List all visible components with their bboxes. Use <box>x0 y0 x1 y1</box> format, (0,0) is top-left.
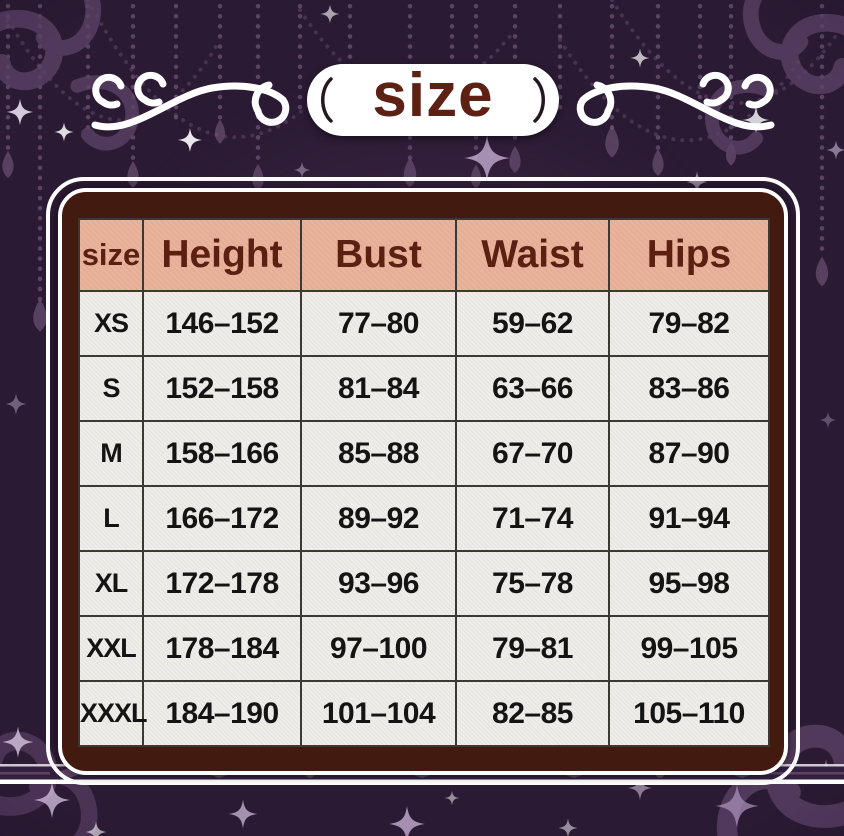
measurement-cell: 152–158 <box>142 355 302 422</box>
measurement-cell: 101–104 <box>300 680 457 747</box>
column-header: Hips <box>608 218 770 292</box>
measurement-cell: 83–86 <box>608 355 770 422</box>
measurement-cell: 79–82 <box>608 290 770 357</box>
column-header: Height <box>142 218 302 292</box>
size-table: size Height Bust Waist Hips XS 146–152 77–80 59… <box>78 218 770 747</box>
measurement-cell: 91–94 <box>608 485 770 552</box>
measurement-cell: 172–178 <box>142 550 302 617</box>
right-bracket-icon <box>533 77 545 123</box>
size-label-cell: XL <box>78 550 144 617</box>
size-label-cell: XXL <box>78 615 144 682</box>
measurement-cell: 82–85 <box>455 680 610 747</box>
table-body: XS 146–152 77–80 59–62 79–82 S 152–158 81–84 63–… <box>78 290 770 747</box>
measurement-cell: 93–96 <box>300 550 457 617</box>
size-label-cell: XS <box>78 290 144 357</box>
column-header: size <box>78 218 144 292</box>
size-label-cell: S <box>78 355 144 422</box>
measurement-cell: 79–81 <box>455 615 610 682</box>
size-badge-label: size <box>372 61 494 130</box>
table-row: M 158–166 85–88 67–70 87–90 <box>78 420 770 487</box>
table-row: XL 172–178 93–96 75–78 95–98 <box>78 550 770 617</box>
measurement-cell: 146–152 <box>142 290 302 357</box>
measurement-cell: 105–110 <box>608 680 770 747</box>
table-outer-outline <box>46 177 800 785</box>
measurement-cell: 166–172 <box>142 485 302 552</box>
measurement-cell: 97–100 <box>300 615 457 682</box>
table-row: XXL 178–184 97–100 79–81 99–105 <box>78 615 770 682</box>
table-row: XS 146–152 77–80 59–62 79–82 <box>78 290 770 357</box>
size-badge: size <box>307 64 559 136</box>
measurement-cell: 59–62 <box>455 290 610 357</box>
measurement-cell: 87–90 <box>608 420 770 487</box>
measurement-cell: 77–80 <box>300 290 457 357</box>
measurement-cell: 178–184 <box>142 615 302 682</box>
measurement-cell: 184–190 <box>142 680 302 747</box>
measurement-cell: 67–70 <box>455 420 610 487</box>
table-row: L 166–172 89–92 71–74 91–94 <box>78 485 770 552</box>
measurement-cell: 85–88 <box>300 420 457 487</box>
measurement-cell: 89–92 <box>300 485 457 552</box>
size-label-cell: L <box>78 485 144 552</box>
table-row: S 152–158 81–84 63–66 83–86 <box>78 355 770 422</box>
measurement-cell: 95–98 <box>608 550 770 617</box>
left-bracket-icon <box>321 77 333 123</box>
column-header: Bust <box>300 218 457 292</box>
measurement-cell: 75–78 <box>455 550 610 617</box>
size-label-cell: XXXL <box>78 680 148 747</box>
measurement-cell: 81–84 <box>300 355 457 422</box>
table-row: XXXL 184–190 101–104 82–85 105–110 <box>78 680 770 747</box>
table-header-row: size Height Bust Waist Hips <box>78 218 770 292</box>
measurement-cell: 71–74 <box>455 485 610 552</box>
measurement-cell: 99–105 <box>608 615 770 682</box>
size-label-cell: M <box>78 420 144 487</box>
measurement-cell: 158–166 <box>142 420 302 487</box>
measurement-cell: 63–66 <box>455 355 610 422</box>
column-header: Waist <box>455 218 610 292</box>
